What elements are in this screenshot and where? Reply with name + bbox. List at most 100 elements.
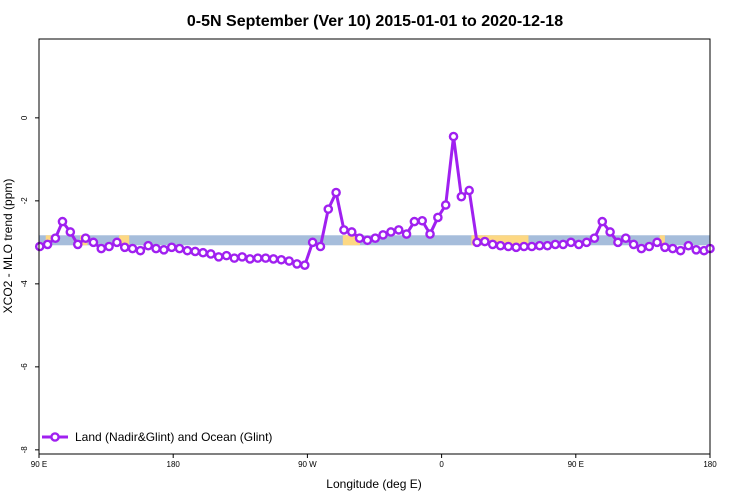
data-point [636,243,647,254]
y-tick-label: -6 [20,363,29,371]
data-point [292,259,302,269]
data-point [127,243,138,254]
data-point [174,243,185,254]
data-point [151,243,161,254]
data-point [667,243,678,254]
data-point [370,233,381,243]
land-band-segment [471,235,529,246]
x-tick-label: 90 E [31,460,47,469]
data-point [620,233,631,243]
data-point [284,256,294,266]
data-point [511,242,521,253]
data-point [112,237,122,248]
data-point [487,239,498,250]
data-point [660,242,670,253]
y-axis-label: XCO2 - MLO trend (ppm) [1,179,15,314]
data-point [433,212,443,223]
y-tick-label: -2 [20,197,29,205]
data-point [96,243,107,254]
data-point [613,237,623,248]
data-point [135,245,146,256]
data-point [401,229,412,239]
data-point [213,252,224,262]
axes: 90 E 180 90 W 0 90 E 180 0 -2 -4 -6 -8 [20,115,717,469]
data-point [268,254,279,264]
y-tick-label: -4 [20,280,29,288]
data-point [190,246,200,257]
y-tick-label: -8 [20,446,29,454]
data-point [276,254,287,265]
y-tick-label: 0 [20,115,29,120]
data-point [472,237,482,248]
data-point [260,253,271,263]
data-point [143,240,154,251]
data-point [119,242,130,253]
data-point [253,253,263,263]
data-point [362,235,373,246]
data-point [88,237,99,248]
data-point [644,241,655,252]
data-point [65,227,76,237]
data-point [558,239,568,250]
legend-label: Land (Nadir&Glint) and Ocean (Glint) [75,430,272,444]
data-point [628,239,639,250]
data-point [198,247,208,258]
data-point [393,225,404,235]
data-point [527,241,537,252]
x-tick-label: 180 [167,460,181,469]
data-point [331,187,341,198]
data-point [42,239,53,250]
x-tick-label: 0 [439,460,444,469]
data-point [57,216,68,227]
data-point [566,237,576,248]
data-point [573,239,584,250]
data-point [417,215,428,226]
data-point [323,204,334,214]
data-point [50,233,61,243]
data-point [80,233,91,243]
data-point [378,230,388,240]
legend: Land (Nadir&Glint) and Ocean (Glint) [42,430,272,444]
x-tick-label: 180 [703,460,717,469]
data-point [386,227,396,237]
data-point [221,250,232,261]
data-point [339,225,349,235]
data-point [72,239,83,250]
data-point [159,245,169,255]
data-point [245,254,255,264]
data-point [440,200,451,210]
data-point [34,241,45,252]
x-tick-label: 90 W [298,460,317,469]
data-point [495,240,506,251]
data-point [534,240,545,251]
x-tick-label: 90 E [568,460,584,469]
land-band-segment [342,235,360,246]
plot-frame [38,38,711,455]
land-band-segment [659,235,665,246]
data-point [464,185,474,196]
data-point [597,216,608,227]
data-point [691,245,702,255]
data-point [307,237,318,248]
legend-marker [50,432,60,442]
data-point [480,236,490,247]
data-point [182,245,193,256]
data-point [589,233,600,243]
chart-title: 0-5N September (Ver 10) 2015-01-01 to 20… [187,13,563,30]
data-point [503,241,514,252]
data-point [206,249,216,259]
data-point [315,241,326,252]
data-point [104,241,114,252]
data-point [229,253,240,263]
data-point [519,241,529,252]
data-point [346,227,357,237]
data-point [652,237,662,248]
data-point [550,239,561,250]
data-point [299,260,310,270]
data-point [425,229,435,239]
data-point [448,131,459,142]
series-layer [34,131,715,270]
data-point [581,237,592,248]
data-point [237,252,247,262]
